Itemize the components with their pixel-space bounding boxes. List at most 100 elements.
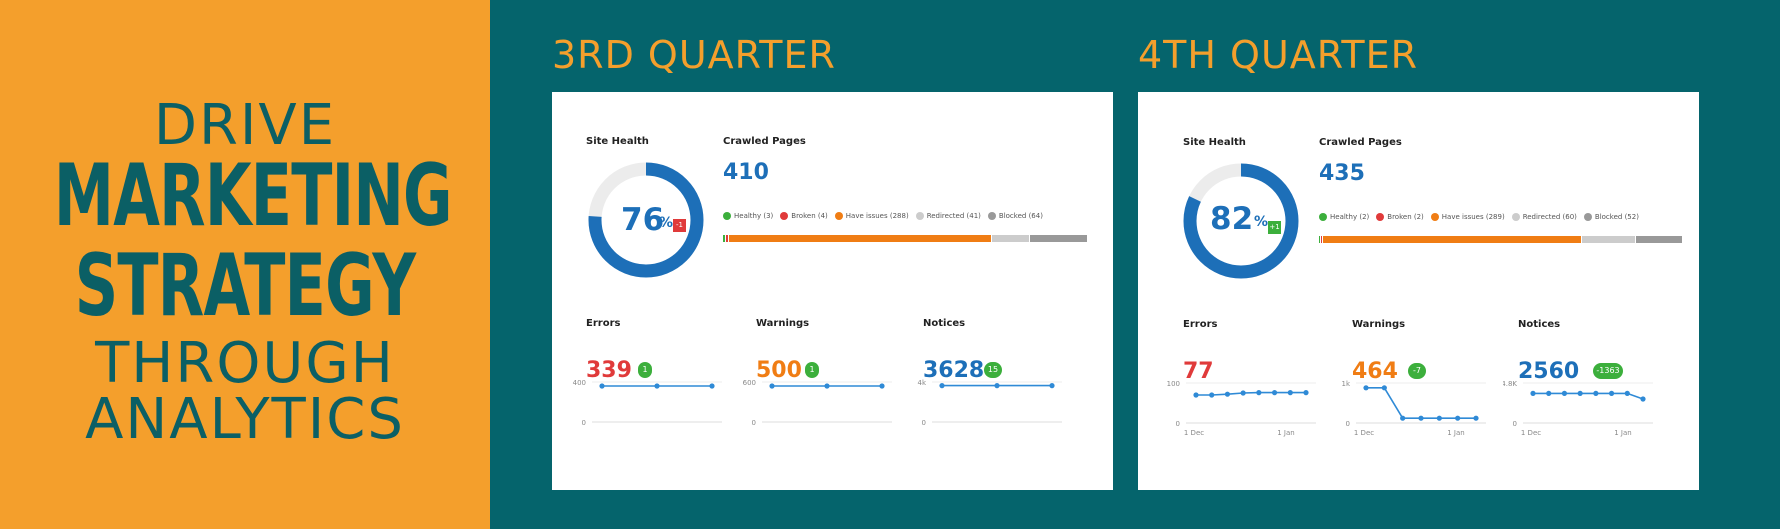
chart-y-tick-zero: 0 <box>1176 420 1180 428</box>
q3-site-health-label: Site Health <box>586 136 649 147</box>
crawled-bar-segment <box>1582 236 1636 243</box>
q4-notices-delta: -1363 <box>1593 363 1623 379</box>
q4-legend-dot <box>1511 213 1520 221</box>
chart-point <box>1303 390 1309 396</box>
chart-x-tick-left: 1 Dec <box>1354 429 1374 437</box>
crawled-bar-segment <box>723 235 725 242</box>
headline-line-marketing: MARKETING <box>53 146 453 246</box>
chart-point <box>709 383 715 389</box>
chart-point <box>1530 390 1536 396</box>
q4-donut-arc <box>1183 163 1299 279</box>
chart-x-tick-right: 1 Jan <box>1447 429 1464 437</box>
q4-errors-value: 77 <box>1183 359 1214 384</box>
q3-site-health-delta: -1 <box>673 219 686 232</box>
q4-legend-broken: Broken (2) <box>1376 213 1424 221</box>
chart-point <box>1240 390 1246 396</box>
headline-line-analytics: ANALYTICS <box>85 387 405 452</box>
chart-y-tick-zero: 0 <box>1513 420 1517 428</box>
q4-legend-dot <box>1376 213 1385 221</box>
crawled-bar-segment <box>1029 235 1087 242</box>
q3-legend-blocked: Blocked (64) <box>987 212 1043 220</box>
chart-point <box>1608 390 1615 396</box>
chart-y-tick-top: 400 <box>573 379 586 387</box>
q3-legend-dot <box>723 212 731 220</box>
q4-legend-redirected: Redirected (60) <box>1511 213 1577 221</box>
q4-site-health-delta: +1 <box>1268 221 1281 234</box>
q3-legend-dot <box>780 212 789 220</box>
chart-point <box>1546 390 1552 396</box>
chart-point <box>1561 390 1568 396</box>
chart-series-line <box>1366 387 1476 419</box>
q4-crawled-label: Crawled Pages <box>1319 137 1402 148</box>
chart-y-tick-top: 100 <box>1167 380 1180 388</box>
chart-x-tick-left: 1 Dec <box>1521 429 1541 437</box>
q3-title: 3RD QUARTER <box>552 33 836 77</box>
chart-point <box>1418 415 1424 421</box>
q3-notices-label: Notices <box>923 318 966 329</box>
chart-y-tick-zero: 0 <box>922 419 926 427</box>
q3-legend-broken: Broken (4) <box>780 212 828 220</box>
crawled-bar-segment <box>992 235 1029 242</box>
q3-errors-chart: 400 0 <box>573 379 722 427</box>
chart-x-tick-right: 1 Jan <box>1614 429 1631 437</box>
chart-point <box>1577 390 1583 396</box>
chart-point <box>1381 385 1387 391</box>
chart-point <box>939 383 945 389</box>
headline-line-through: THROUGH <box>95 331 395 396</box>
q3-legend-dot <box>987 212 996 220</box>
q4-warnings-delta: -7 <box>1408 363 1426 379</box>
q3-errors-value: 339 <box>586 358 632 383</box>
chart-point <box>769 383 775 389</box>
chart-point <box>1400 415 1406 421</box>
chart-y-tick-zero: 0 <box>582 419 586 427</box>
headline-line-strategy: STRATEGY <box>74 236 416 336</box>
chart-point <box>1593 390 1599 396</box>
q4-site-health-donut <box>1183 163 1299 279</box>
q4-site-health-label: Site Health <box>1183 137 1246 148</box>
crawled-bar-segment <box>1319 236 1320 243</box>
crawled-bar-segment <box>729 235 992 242</box>
crawled-bar-segment <box>1320 236 1322 243</box>
q3-legend-dot <box>834 212 843 220</box>
chart-y-tick-zero: 0 <box>752 419 756 427</box>
chart-y-tick-top: 4.8K <box>1503 380 1517 388</box>
chart-y-tick-top: 4k <box>917 379 926 387</box>
headline-line-drive: DRIVE <box>153 93 337 158</box>
q3-notices-value: 3628 <box>923 358 985 383</box>
q4-errors-chart: 100 0 1 Dec 1 Jan <box>1167 380 1316 437</box>
q4-crawled-value: 435 <box>1319 161 1365 186</box>
chart-point <box>1363 385 1369 391</box>
q4-warnings-value: 464 <box>1352 359 1398 384</box>
chart-point <box>1287 390 1293 396</box>
q3-warnings-chart: 600 0 <box>743 379 892 427</box>
q4-warnings-chart: 1k 0 1 Dec 1 Jan <box>1341 380 1486 437</box>
q4-legend-blocked: Blocked (52) <box>1583 213 1639 221</box>
q3-donut-arc <box>588 162 704 278</box>
q3-legend-dot <box>915 212 924 220</box>
q4-site-health-value: 82 <box>1210 201 1254 237</box>
chart-point <box>1224 391 1231 397</box>
q4-errors-label: Errors <box>1183 319 1218 330</box>
chart-y-tick-top: 600 <box>743 379 756 387</box>
q4-legend-dot <box>1319 213 1327 221</box>
q3-crawled-bar <box>723 235 1088 242</box>
chart-series-line <box>1196 391 1306 396</box>
q3-warnings-label: Warnings <box>756 318 810 329</box>
q4-notices-label: Notices <box>1518 319 1561 330</box>
q3-notices-chart: 4k 0 <box>917 379 1062 427</box>
chart-point <box>1436 415 1442 421</box>
chart-point <box>599 383 605 389</box>
chart-point <box>1193 392 1199 398</box>
chart-y-tick-top: 1k <box>1341 380 1350 388</box>
q4-legend-dot <box>1430 213 1439 221</box>
q3-crawled-label: Crawled Pages <box>723 136 806 147</box>
chart-y-tick-zero: 0 <box>1346 420 1350 428</box>
chart-point <box>1640 396 1646 402</box>
chart-point <box>1473 415 1479 421</box>
q3-legend-redirected: Redirected (41) <box>915 212 981 220</box>
q3-errors-label: Errors <box>586 318 621 329</box>
chart-point <box>824 383 830 389</box>
crawled-bar-segment <box>725 235 729 242</box>
q3-card: Site Health 76 % -1 Crawled Pages 410 He… <box>552 92 1113 490</box>
q4-warnings-label: Warnings <box>1352 319 1406 330</box>
